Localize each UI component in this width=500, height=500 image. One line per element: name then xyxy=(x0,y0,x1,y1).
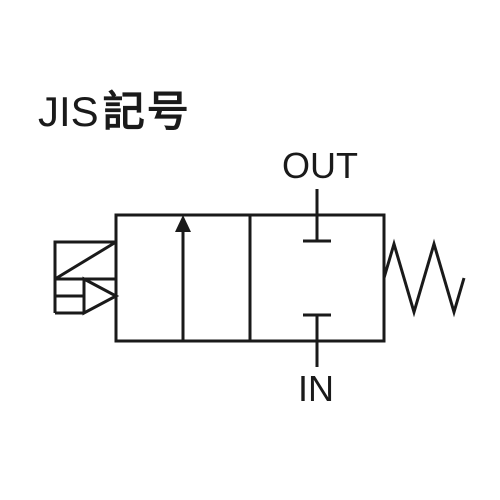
pos-a-arrowhead xyxy=(175,215,191,232)
pilot-triangle xyxy=(84,279,116,313)
solenoid-diagonal xyxy=(55,242,116,279)
valve-symbol-svg xyxy=(0,0,500,500)
return-spring xyxy=(384,244,464,312)
